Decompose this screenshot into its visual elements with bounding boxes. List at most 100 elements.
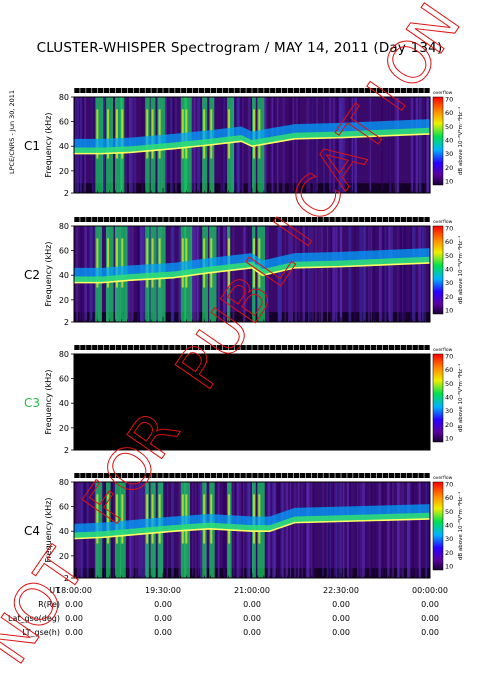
noise-column xyxy=(355,97,357,193)
noise-column xyxy=(285,482,287,578)
noise-column xyxy=(390,97,392,193)
colorbar-tick-label: 40 xyxy=(445,522,453,530)
ephemeris-value: 0.00 xyxy=(332,614,350,623)
plasma-frequency-line xyxy=(73,518,431,540)
y-tick-label: 80 xyxy=(59,222,69,231)
colorbar-overflow-label: overflow xyxy=(433,219,453,225)
noise-column xyxy=(329,97,331,193)
emission-burst-core xyxy=(158,238,161,288)
noise-column xyxy=(304,482,307,578)
noise-column xyxy=(322,482,324,578)
noise-column xyxy=(411,97,414,193)
noise-column xyxy=(342,482,345,578)
y-axis-label: Frequency (kHz) xyxy=(44,113,53,178)
noise-column xyxy=(339,226,343,322)
noise-column xyxy=(301,482,303,578)
noise-column xyxy=(348,482,352,578)
noise-column xyxy=(415,97,417,193)
noise-column xyxy=(326,226,329,322)
colorbar-units-label: dB above 10⁻⁸V²m⁻²Hz⁻¹ xyxy=(457,364,464,432)
colorbar-tick-label: 20 xyxy=(445,549,453,557)
noise-column xyxy=(422,226,424,322)
colorbar-tick-label: 70 xyxy=(445,353,453,361)
noise-column xyxy=(403,226,406,322)
noise-column xyxy=(398,482,401,578)
colorbar-units-label: dB above 10⁻⁸V²m⁻²Hz⁻¹ xyxy=(457,107,464,175)
noise-column xyxy=(332,226,336,322)
noise-column xyxy=(298,226,301,322)
noise-column xyxy=(372,226,376,322)
noise-column xyxy=(414,482,418,578)
noise-column xyxy=(271,97,274,193)
ephemeris-value: 0.00 xyxy=(243,628,261,637)
y-tick-label: 2 xyxy=(64,574,69,583)
colorbar-tick-label: 40 xyxy=(445,137,453,145)
noise-column xyxy=(278,482,282,578)
noise-column xyxy=(349,97,351,193)
emission-burst xyxy=(209,226,217,322)
colorbar-units-label: dB above 10⁻⁸V²m⁻²Hz⁻¹ xyxy=(457,492,464,560)
ephemeris-label: Lat_gse(deg) xyxy=(8,614,60,623)
noise-column xyxy=(348,226,352,322)
noise-column xyxy=(288,97,292,193)
ephemeris-value: 21:00:00 xyxy=(234,586,270,595)
noise-column xyxy=(336,226,338,322)
noise-column xyxy=(296,97,298,193)
ephemeris-label: UT xyxy=(49,586,60,595)
colorbar xyxy=(432,353,444,443)
noise-column xyxy=(381,226,385,322)
colorbar-overflow-label: overflow xyxy=(433,475,453,481)
colorbar-tick-label: 10 xyxy=(445,563,453,571)
noise-column xyxy=(335,226,337,322)
y-tick-label: 40 xyxy=(59,271,69,280)
noise-column xyxy=(391,482,394,578)
colorbar-tick-label: 50 xyxy=(445,252,453,260)
noise-column xyxy=(402,226,404,322)
y-tick-label: 40 xyxy=(59,399,69,408)
emission-burst-core xyxy=(146,109,149,159)
colorbar-tick-label: 20 xyxy=(445,164,453,172)
noise-column xyxy=(418,482,421,578)
noise-column xyxy=(338,482,340,578)
noise-column xyxy=(306,482,310,578)
colorbar-tick-label: 60 xyxy=(445,238,453,246)
noise-column xyxy=(232,226,235,322)
emission-burst-core xyxy=(115,109,118,159)
emission-burst-core xyxy=(96,238,99,288)
plasma-frequency-line xyxy=(74,262,431,284)
y-tick-label: 60 xyxy=(59,247,69,256)
noise-column xyxy=(374,482,376,578)
noise-column xyxy=(282,97,285,193)
noise-column xyxy=(276,97,279,193)
emission-burst-core xyxy=(121,238,124,288)
noise-column xyxy=(418,97,422,193)
noise-column xyxy=(284,226,286,322)
noise-column xyxy=(359,226,362,322)
colorbar-tick-label: 50 xyxy=(445,123,453,131)
noise-column xyxy=(333,97,336,193)
y-axis-label: Frequency (kHz) xyxy=(44,242,53,307)
colorbar-tick-label: 60 xyxy=(445,494,453,502)
y-axis-label: Frequency (kHz) xyxy=(44,498,53,563)
emission-burst-core xyxy=(96,109,99,159)
y-tick-label: 40 xyxy=(59,527,69,536)
ephemeris-value: 19:30:00 xyxy=(145,586,181,595)
noise-column xyxy=(294,226,297,322)
colorbar-tick-label: 20 xyxy=(445,421,453,429)
noise-column xyxy=(308,97,311,193)
noise-column xyxy=(332,482,335,578)
noise-column xyxy=(342,97,345,193)
colorbar xyxy=(432,481,444,571)
emission-burst-core xyxy=(146,238,149,288)
noise-column xyxy=(384,482,386,578)
noise-column xyxy=(223,226,225,322)
noise-column xyxy=(336,482,338,578)
ephemeris-value: 0.00 xyxy=(243,614,261,623)
noise-column xyxy=(309,97,311,193)
colorbar-tick-label: 50 xyxy=(445,508,453,516)
noise-column xyxy=(339,482,343,578)
noise-column xyxy=(389,226,392,322)
ephemeris-value: 0.00 xyxy=(154,614,172,623)
colorbar-tick-label: 10 xyxy=(445,435,453,443)
noise-column xyxy=(310,226,312,322)
